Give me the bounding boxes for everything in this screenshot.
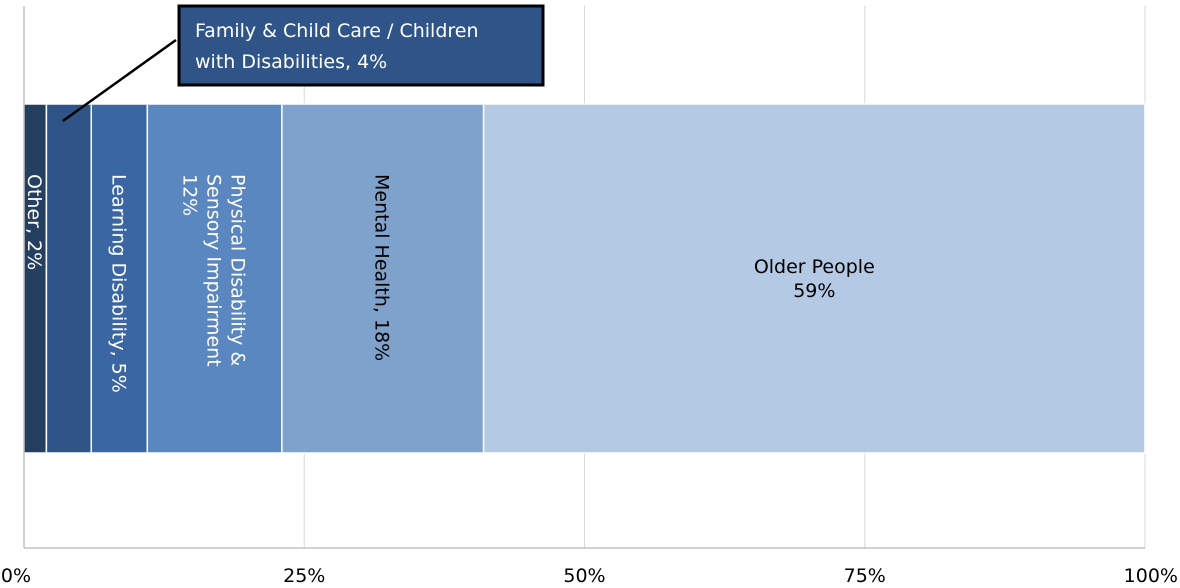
bar-segment-other [23, 103, 48, 454]
data-label-family-child-care-children-with-disabilities: Family & Child Care / Children [195, 20, 479, 42]
x-tick-label: 100% [1124, 565, 1178, 587]
data-label-physical-disability-sensory-impairment: Sensory Impairment [203, 174, 225, 367]
bar-segment-learning-disability [90, 103, 149, 454]
x-axis: 0% 25% 50% 75% 100% [1, 6, 1178, 587]
x-tick-label: 0% [1, 565, 31, 587]
data-label-older-people: 59% [793, 280, 835, 302]
bar-segment-older-people [482, 103, 1146, 454]
x-tick-label: 25% [283, 565, 325, 587]
callout: Family & Child Care / Children with Disab… [62, 4, 545, 123]
bar-segment-mental-health [281, 103, 485, 454]
data-label-physical-disability-sensory-impairment: 12% [179, 174, 201, 216]
data-label-mental-health: Mental Health, 18% [371, 174, 393, 361]
x-tick-label: 75% [844, 565, 886, 587]
data-label-other: Other, 2% [23, 174, 45, 270]
data-labels: Other, 2% Learning Disability, 5% Physical… [23, 174, 875, 393]
data-label-older-people: Older People [754, 256, 875, 278]
bar-segment-family-child-care-children-with-disabilities [45, 103, 93, 454]
data-label-family-child-care-children-with-disabilities: with Disabilities, 4% [195, 51, 387, 73]
bar-segments [23, 103, 1146, 454]
data-label-learning-disability: Learning Disability, 5% [107, 174, 129, 393]
data-label-physical-disability-sensory-impairment: Physical Disability & [227, 174, 249, 366]
callout-leader-line [62, 38, 177, 123]
bar-segment-physical-disability-sensory-impairment [146, 103, 283, 454]
x-tick-label: 50% [563, 565, 605, 587]
callout-box [177, 4, 545, 87]
